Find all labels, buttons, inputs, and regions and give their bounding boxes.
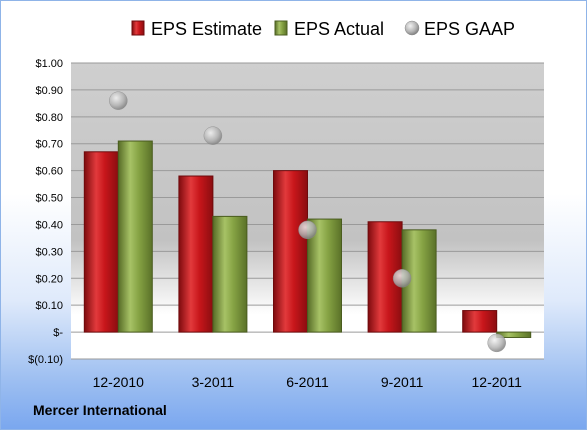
y-tick-label: $0.50 [35,193,63,205]
gaap-markers [109,91,506,353]
legend-label: EPS Estimate [151,19,262,39]
y-tick-label: $0.80 [35,112,63,124]
eps-gaap-marker [392,269,412,288]
eps-estimate-bar [273,170,308,333]
eps-estimate-bar [178,175,214,333]
eps-actual-bar [212,215,248,333]
y-tick-label: $0.30 [35,246,63,258]
legend-estimate-swatch [131,20,145,36]
bars [83,140,532,338]
x-category-label: 12-2010 [93,374,145,390]
y-tick-label: $0.90 [35,85,63,97]
y-tick-label: $0.40 [35,219,63,231]
eps-gaap-marker [109,91,128,110]
x-category-label: 12-2011 [472,374,523,390]
y-tick-label: $0.20 [35,273,63,285]
eps-estimate-bar [83,151,119,333]
eps-actual-bar [117,140,153,333]
y-tick-label: $0.70 [35,139,63,151]
legend: EPS Estimate EPS Actual EPS GAAP [131,19,515,39]
y-tick-label: $0.60 [35,166,63,178]
eps-gaap-marker [487,333,506,353]
legend-gaap-marker [404,20,420,36]
eps-estimate-bar [462,310,498,333]
y-tick-label: $(0.10) [28,354,63,366]
y-tick-label: $0.10 [35,300,63,312]
eps-actual-bar [307,218,342,333]
eps-gaap-marker [203,126,223,145]
x-category-label: 9-2011 [381,374,424,390]
x-category-label: 3-2011 [192,374,235,390]
y-tick-label: $- [53,327,63,339]
legend-label: EPS Actual [294,19,384,39]
company-name: Mercer International [33,402,167,418]
x-axis-categories: 12-2010 3-2011 6-2011 9-2011 12-2011 [93,374,522,390]
legend-actual-swatch [274,20,288,36]
x-category-label: 6-2011 [286,374,329,390]
legend-label: EPS GAAP [424,19,515,39]
y-axis-ticks: $(0.10) $- $0.10 $0.20 $0.30 $0.40 $0.50 $0.60 $… [28,58,63,366]
y-tick-label: $1.00 [35,58,63,70]
eps-gaap-marker [298,220,317,240]
